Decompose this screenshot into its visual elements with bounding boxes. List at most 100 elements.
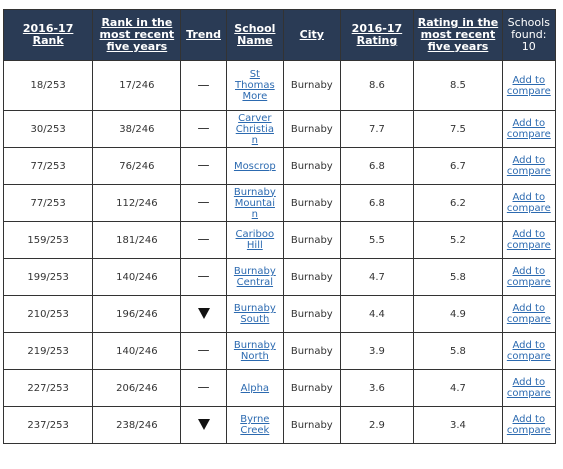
school-link[interactable]: Cariboo Hill	[235, 229, 275, 251]
add-to-compare-link[interactable]: Add to compare	[506, 229, 551, 251]
dash-icon: —	[197, 77, 210, 92]
rating5-cell: 5.2	[413, 221, 503, 259]
school-link[interactable]: Moscrop	[233, 160, 276, 172]
trend-cell: —	[180, 184, 227, 222]
rank-cell: 77/253	[2, 147, 94, 185]
rank5-cell: 238/246	[92, 406, 182, 444]
rating-cell: 4.7	[339, 258, 415, 296]
trend-cell: —	[180, 221, 227, 259]
sort-rating5-link[interactable]: Rating in the most recent five years	[417, 16, 499, 53]
school-link[interactable]: Carver Christian	[235, 112, 274, 146]
school-link[interactable]: Burnaby Mountain	[233, 186, 276, 220]
rank-cell: 219/253	[2, 332, 94, 370]
trend-cell	[180, 295, 227, 333]
city-cell: Burnaby	[283, 221, 341, 259]
school-link[interactable]: Burnaby Central	[233, 266, 276, 288]
rating5-cell: 8.5	[413, 60, 503, 111]
dash-icon: —	[197, 232, 210, 246]
add-to-compare-link[interactable]: Add to compare	[506, 266, 551, 288]
table-header: 2016-17 Rank Rank in the most recent fiv…	[2, 9, 557, 61]
add-to-compare-link[interactable]: Add to compare	[506, 303, 551, 325]
compare-cell: Add to compare	[501, 406, 557, 444]
add-to-compare-link[interactable]: Add to compare	[506, 340, 551, 362]
school-ranking-table: 2016-17 Rank Rank in the most recent fiv…	[2, 9, 557, 444]
down-triangle-icon	[197, 419, 210, 431]
compare-cell: Add to compare	[501, 184, 557, 222]
trend-cell: —	[180, 258, 227, 296]
rank-cell: 237/253	[2, 406, 94, 444]
rank5-cell: 140/246	[92, 258, 182, 296]
add-to-compare-link[interactable]: Add to compare	[506, 414, 551, 436]
add-to-compare-link[interactable]: Add to compare	[506, 192, 551, 214]
city-cell: Burnaby	[283, 184, 341, 222]
rank5-cell: 17/246	[92, 60, 182, 111]
dash-icon: —	[197, 121, 210, 135]
school-cell: Alpha	[225, 369, 285, 407]
col-header-rating5: Rating in the most recent five years	[413, 9, 503, 61]
school-link[interactable]: Burnaby North	[233, 340, 276, 362]
school-link[interactable]: Alpha	[240, 382, 270, 394]
table-row: 77/253 76/246 — Moscrop Burnaby 6.8 6.7 Add to …	[2, 147, 557, 185]
trend-cell: —	[180, 110, 227, 148]
table-row: 18/253 17/246 — St Thomas More Burnaby 8.6 8.5…	[2, 60, 557, 111]
compare-cell: Add to compare	[501, 221, 557, 259]
sort-school-link[interactable]: School Name	[234, 22, 276, 47]
compare-cell: Add to compare	[501, 332, 557, 370]
city-cell: Burnaby	[283, 406, 341, 444]
school-link[interactable]: Burnaby South	[233, 303, 276, 325]
table-row: 77/253 112/246 — Burnaby Mountain Burnaby 6.8…	[2, 184, 557, 222]
dash-icon: —	[197, 195, 210, 209]
rank-cell: 30/253	[2, 110, 94, 148]
rank-cell: 210/253	[2, 295, 94, 333]
table-row: 227/253 206/246 — Alpha Burnaby 3.6 4.7 Add to …	[2, 369, 557, 407]
add-to-compare-link[interactable]: Add to compare	[506, 74, 551, 97]
city-cell: Burnaby	[283, 369, 341, 407]
school-link[interactable]: Byrne Creek	[240, 414, 270, 436]
city-cell: Burnaby	[283, 110, 341, 148]
compare-cell: Add to compare	[501, 369, 557, 407]
sort-rating-link[interactable]: 2016-17 Rating	[351, 22, 403, 47]
table-row: 210/253 196/246 Burnaby South Burnaby 4.4 4.9…	[2, 295, 557, 333]
col-header-rating: 2016-17 Rating	[339, 9, 415, 61]
compare-cell: Add to compare	[501, 110, 557, 148]
sort-trend-link[interactable]: Trend	[186, 28, 221, 41]
add-to-compare-link[interactable]: Add to compare	[506, 155, 551, 177]
rank-cell: 199/253	[2, 258, 94, 296]
rank5-cell: 206/246	[92, 369, 182, 407]
sort-rank5-link[interactable]: Rank in the most recent five years	[99, 16, 175, 53]
rank-cell: 159/253	[2, 221, 94, 259]
school-cell: Byrne Creek	[225, 406, 285, 444]
rank5-cell: 112/246	[92, 184, 182, 222]
table-body: 18/253 17/246— St Thomas More Burnaby 8.6 8.5…	[2, 60, 557, 444]
trend-cell: —	[180, 369, 227, 407]
add-to-compare-link[interactable]: Add to compare	[506, 118, 551, 140]
rating-cell: 6.8	[339, 184, 415, 222]
col-header-rank: 2016-17 Rank	[2, 9, 94, 61]
table-row: 237/253 238/246 Byrne Creek Burnaby 2.9 3.4 Ad…	[2, 406, 557, 444]
add-to-compare-link[interactable]: Add to compare	[506, 377, 551, 399]
rank-cell: 77/253	[2, 184, 94, 222]
rank5-cell: 76/246	[92, 147, 182, 185]
rating-cell: 2.9	[339, 406, 415, 444]
dash-icon: —	[197, 269, 210, 283]
school-cell: St Thomas More	[225, 60, 285, 111]
school-link[interactable]: St Thomas More	[235, 69, 275, 102]
col-header-school: School Name	[225, 9, 285, 61]
rank5-cell: 181/246	[92, 221, 182, 259]
rating-cell: 8.6	[339, 60, 415, 111]
table-row: 199/253 140/246 — Burnaby Central Burnaby 4.7…	[2, 258, 557, 296]
compare-cell: Add to compare	[501, 147, 557, 185]
trend-cell: —	[180, 60, 227, 111]
sort-rank-link[interactable]: 2016-17 Rank	[22, 22, 74, 47]
sort-city-link[interactable]: City	[299, 28, 324, 41]
rank5-cell: 38/246	[92, 110, 182, 148]
rating-cell: 4.4	[339, 295, 415, 333]
trend-cell: —	[180, 332, 227, 370]
school-cell: Burnaby North	[225, 332, 285, 370]
compare-cell: Add to compare	[501, 60, 557, 111]
dash-icon: —	[197, 158, 210, 172]
city-cell: Burnaby	[283, 60, 341, 111]
rating5-cell: 4.7	[413, 369, 503, 407]
city-cell: Burnaby	[283, 295, 341, 333]
rating5-cell: 6.2	[413, 184, 503, 222]
